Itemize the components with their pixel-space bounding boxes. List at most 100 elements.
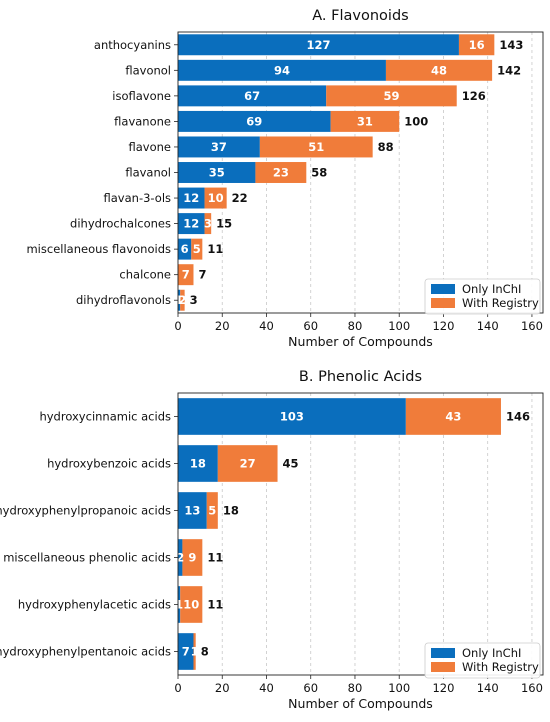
chart-title: B. Phenolic Acids	[299, 369, 422, 385]
data-label: 18	[190, 457, 206, 471]
category-label: isoflavone	[112, 89, 171, 103]
data-label: 1	[175, 598, 183, 612]
data-label: 3	[204, 217, 212, 231]
total-label: 126	[462, 89, 486, 103]
category-label: flavone	[129, 140, 172, 154]
bar-with-registry	[193, 633, 196, 670]
bar-only-inchi	[178, 586, 181, 623]
data-label: 103	[280, 410, 304, 424]
bar-with-registry	[182, 539, 203, 576]
bar-with-registry	[405, 398, 501, 435]
data-label: 127	[306, 38, 330, 52]
data-label: 13	[184, 504, 200, 518]
data-label: 7	[182, 268, 190, 282]
x-tick-label: 40	[259, 681, 274, 695]
x-tick-label: 80	[348, 681, 363, 695]
x-tick-label: 140	[477, 681, 499, 695]
total-label: 142	[497, 63, 521, 77]
total-label: 146	[506, 410, 530, 424]
x-tick-label: 0	[174, 681, 181, 695]
total-label: 100	[404, 114, 428, 128]
bar-only-inchi	[178, 238, 192, 260]
data-label: 2	[178, 293, 186, 307]
bar-only-inchi	[178, 162, 256, 183]
data-label: 51	[308, 140, 324, 154]
category-label: dihydrochalcones	[70, 217, 171, 231]
category-label: miscellaneous phenolic acids	[3, 551, 171, 565]
total-label: 45	[283, 457, 299, 471]
total-label: 58	[311, 166, 327, 180]
x-tick-label: 20	[215, 319, 230, 333]
total-label: 8	[201, 645, 209, 659]
category-label: dihydroflavonols	[76, 293, 171, 307]
x-tick-label: 0	[174, 319, 181, 333]
bar-with-registry	[217, 445, 278, 482]
total-label: 11	[207, 551, 223, 565]
data-label: 1	[191, 645, 199, 659]
data-label: 67	[244, 89, 260, 103]
bar-with-registry	[385, 59, 493, 81]
data-label: 2	[176, 551, 184, 565]
x-tick-label: 100	[388, 319, 410, 333]
data-label: 5	[208, 504, 216, 518]
bar-with-registry	[259, 136, 373, 158]
data-label: 23	[273, 166, 289, 180]
data-label: 12	[183, 191, 199, 205]
x-tick-label: 100	[388, 681, 410, 695]
bar-only-inchi	[178, 136, 260, 158]
bar-only-inchi	[178, 289, 181, 311]
data-label: 27	[240, 457, 256, 471]
data-label: 6	[181, 242, 189, 256]
data-label: 12	[183, 217, 199, 231]
data-label: 59	[383, 89, 399, 103]
data-label: 94	[274, 63, 290, 77]
plot-frame	[177, 31, 544, 314]
total-label: 7	[198, 268, 206, 282]
data-label: 16	[469, 38, 485, 52]
plot-frame	[177, 392, 544, 676]
total-label: 3	[190, 293, 198, 307]
data-label: 10	[183, 598, 199, 612]
bar-with-registry	[204, 213, 212, 235]
category-label: flavonol	[125, 63, 171, 77]
bar-only-inchi	[178, 85, 327, 107]
bar-with-registry	[326, 85, 457, 107]
x-axis-label: Number of Compounds	[288, 334, 433, 349]
total-label: 88	[378, 140, 394, 154]
data-label: 69	[246, 114, 262, 128]
data-label: 48	[431, 63, 447, 77]
x-tick-label: 160	[521, 681, 543, 695]
category-label: hydroxybenzoic acids	[47, 457, 171, 471]
bar-only-inchi	[178, 213, 205, 235]
data-label: 5	[193, 242, 201, 256]
total-label: 11	[207, 242, 223, 256]
bar-only-inchi	[178, 398, 406, 435]
category-label: flavan-3-ols	[104, 191, 171, 205]
bar-with-registry	[458, 34, 495, 56]
bar-with-registry	[191, 238, 203, 260]
data-label: 9	[188, 551, 196, 565]
total-label: 143	[499, 38, 523, 52]
category-label: flavanone	[114, 114, 171, 128]
data-label: 31	[357, 114, 373, 128]
legend-label: With Registry	[462, 296, 539, 310]
total-label: 18	[223, 504, 239, 518]
x-tick-label: 160	[521, 319, 543, 333]
x-tick-label: 60	[303, 681, 318, 695]
total-label: 15	[216, 217, 232, 231]
category-label: flavanol	[125, 166, 171, 180]
category-label: miscellaneous flavonoids	[26, 242, 171, 256]
bar-only-inchi	[178, 59, 386, 81]
x-tick-label: 60	[303, 319, 318, 333]
bar-with-registry	[330, 110, 400, 132]
legend-swatch	[431, 662, 455, 672]
data-label: 10	[208, 191, 224, 205]
data-label: 35	[209, 166, 225, 180]
bar-with-registry	[206, 492, 218, 529]
total-label: 11	[207, 598, 223, 612]
x-tick-label: 40	[259, 319, 274, 333]
